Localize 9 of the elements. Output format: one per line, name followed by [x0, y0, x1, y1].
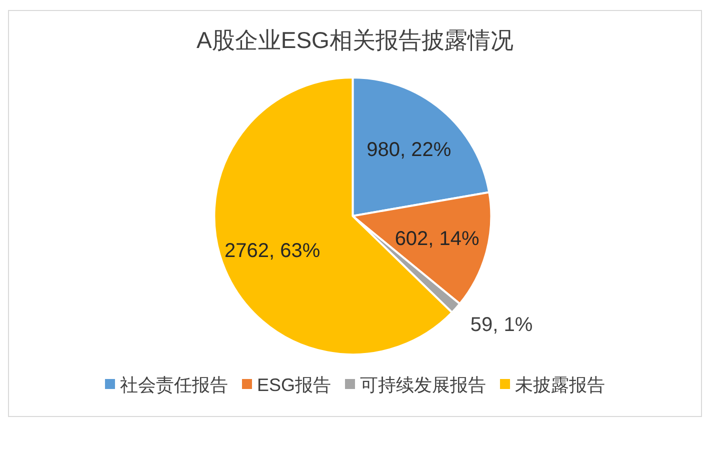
title: A股企业ESG相关报告披露情况: [196, 27, 514, 53]
legend-label: ESG报告: [257, 375, 331, 395]
legend-label: 社会责任报告: [120, 375, 228, 395]
legend-label: 可持续发展报告: [360, 375, 486, 395]
data-label: 2762, 63%: [224, 240, 320, 262]
data-label: 602, 14%: [394, 228, 480, 250]
legend-label: 未披露报告: [515, 375, 605, 395]
data-label: 980, 22%: [366, 139, 452, 162]
data-label: 59, 1%: [470, 314, 533, 336]
